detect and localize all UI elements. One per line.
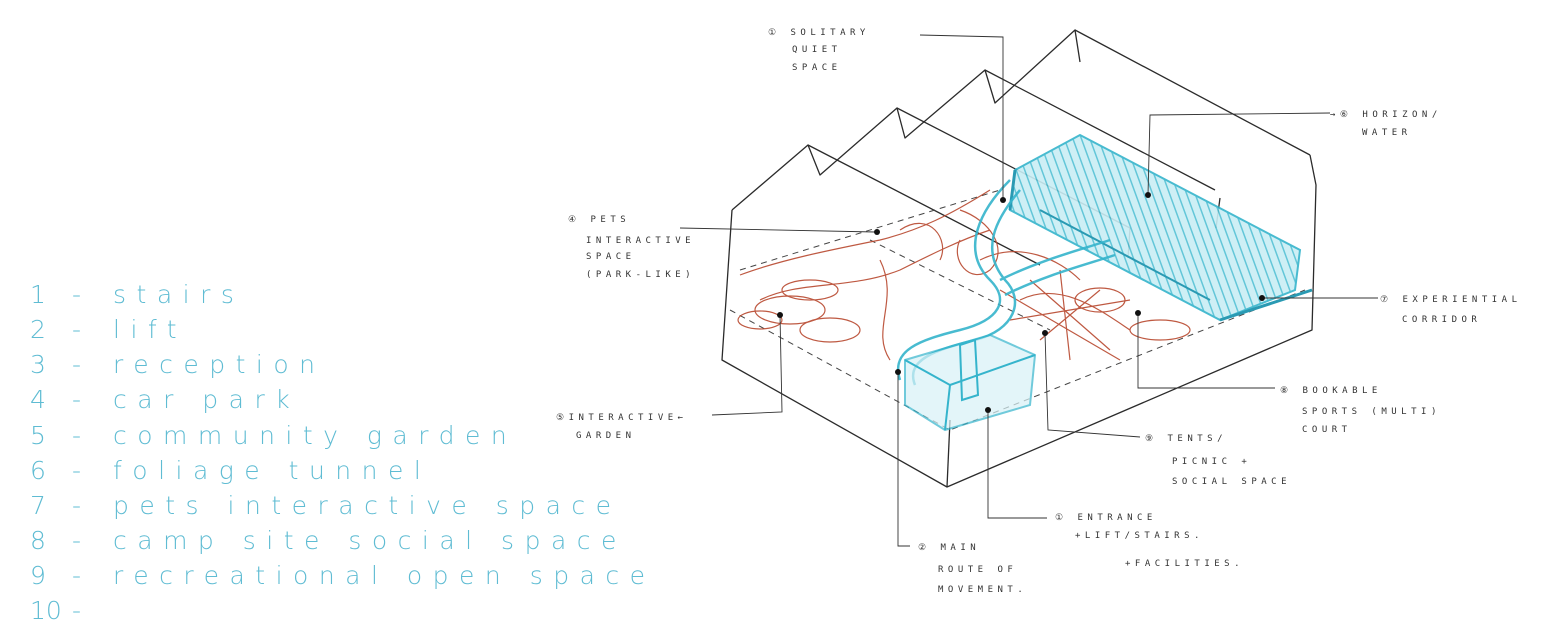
- annot-tents-1: ⑨ TENTS/: [1145, 434, 1227, 444]
- legend-item: 3- reception: [30, 350, 326, 379]
- floor-plane: [729, 189, 1306, 431]
- legend-item: 7- pets interactive space: [30, 491, 622, 520]
- leader-lines: [679, 34, 1378, 547]
- entrance-box: [904, 333, 1037, 432]
- legend-item: 4- car park: [30, 385, 301, 414]
- building-outline: [721, 29, 1317, 488]
- annot-horizon-2: WATER: [1362, 128, 1412, 138]
- legend-number: 1: [30, 280, 46, 309]
- legend-label: community garden: [113, 421, 518, 450]
- legend-number: 6: [30, 456, 46, 485]
- annot-solitary-3: SPACE: [792, 63, 842, 73]
- water-tunnel: [1008, 133, 1313, 322]
- annot-solitary-2: QUIET: [792, 45, 842, 55]
- legend-label: stairs: [113, 280, 245, 309]
- legend-number: 5: [30, 421, 46, 450]
- annotations: ① SOLITARY QUIET SPACE →⑥ HORIZON/ WATER…: [556, 28, 1522, 595]
- legend-label: car park: [113, 385, 301, 414]
- legend-label: camp site social space: [113, 526, 627, 555]
- annot-route-2: ROUTE OF: [938, 565, 1017, 575]
- annot-garden-1: ⑤INTERACTIVE←: [556, 413, 688, 423]
- legend-item: 2- lift: [30, 315, 188, 344]
- annot-bookable-2: SPORTS (MULTI): [1302, 407, 1441, 417]
- annot-entrance-2: +LIFT/STAIRS.: [1075, 531, 1204, 541]
- legend-item: 8- camp site social space: [30, 526, 627, 555]
- annot-entrance-3: +FACILITIES.: [1125, 559, 1244, 569]
- annot-entrance-1: ① ENTRANCE: [1055, 513, 1157, 523]
- axonometric-sketch: ① SOLITARY QUIET SPACE →⑥ HORIZON/ WATER…: [556, 28, 1522, 595]
- legend-number: 9: [30, 561, 46, 590]
- legend-number: 2: [30, 315, 46, 344]
- annot-pets-4: (PARK-LIKE): [586, 270, 695, 280]
- legend-item: 6- foliage tunnel: [30, 456, 432, 485]
- legend-label: pets interactive space: [113, 491, 622, 520]
- legend-label: recreational open space: [113, 561, 656, 590]
- legend-item: 5- community garden: [30, 421, 518, 450]
- legend-label: reception: [113, 350, 326, 379]
- legend-number: 7: [30, 491, 46, 520]
- annot-tents-3: SOCIAL SPACE: [1172, 477, 1291, 487]
- legend-label: lift: [113, 315, 188, 344]
- legend-number: 3: [30, 350, 46, 379]
- annot-tents-2: PICNIC +: [1172, 457, 1251, 467]
- legend-item: 1- stairs: [30, 280, 245, 309]
- garden-paths: [737, 189, 1191, 361]
- annot-route-3: MOVEMENT.: [938, 585, 1027, 595]
- legend-number: 8: [30, 526, 46, 555]
- annot-bookable-1: ⑧ BOOKABLE: [1280, 386, 1382, 396]
- annot-pets-3: SPACE: [586, 252, 636, 262]
- annot-experiential-1: ⑦ EXPERIENTIAL: [1380, 295, 1522, 305]
- legend-label: foliage tunnel: [113, 456, 432, 485]
- annot-solitary-1: ① SOLITARY: [768, 28, 870, 38]
- annot-pets-2: INTERACTIVE: [586, 236, 695, 246]
- legend-item: 9- recreational open space: [30, 561, 656, 590]
- annot-horizon-1: →⑥ HORIZON/: [1330, 110, 1442, 120]
- annot-bookable-3: COURT: [1302, 425, 1352, 435]
- legend-number: 4: [30, 385, 46, 414]
- annot-route-1: ② MAIN: [918, 543, 980, 553]
- marker-dots: [777, 192, 1265, 413]
- annot-garden-2: GARDEN: [576, 431, 636, 441]
- annot-experiential-2: CORRIDOR: [1402, 315, 1481, 325]
- annot-pets-1: ④ PETS: [568, 215, 630, 225]
